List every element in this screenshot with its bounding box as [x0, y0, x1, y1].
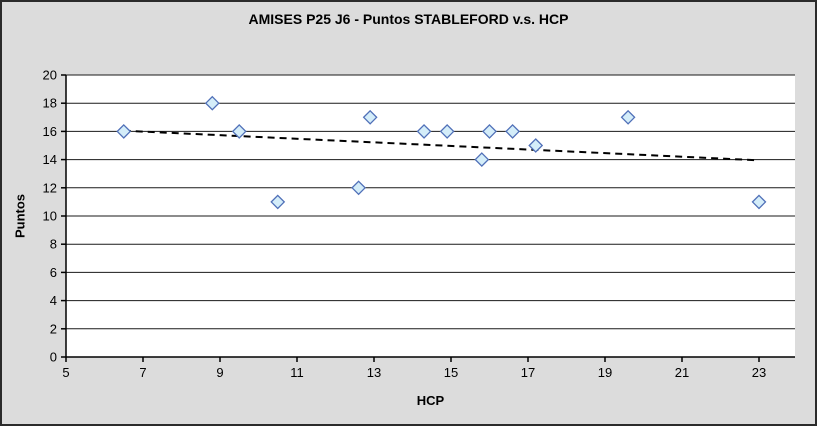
x-tick-label-15: 15	[444, 365, 458, 380]
data-point-2	[231, 123, 247, 139]
x-tick-label-17: 17	[521, 365, 535, 380]
x-tick-label-19: 19	[598, 365, 612, 380]
data-point-1	[204, 95, 220, 111]
y-tick-label-6: 6	[50, 265, 57, 280]
data-point-4	[351, 180, 367, 196]
y-tick-label-18: 18	[43, 96, 57, 111]
y-tick-label-2: 2	[50, 321, 57, 336]
data-point-10	[505, 123, 521, 139]
x-tick-label-21: 21	[675, 365, 689, 380]
x-tick-label-9: 9	[216, 365, 223, 380]
data-point-8	[474, 152, 490, 168]
y-tick-label-14: 14	[43, 152, 57, 167]
chart-title: AMISES P25 J6 - Puntos STABLEFORD v.s. H…	[248, 11, 569, 27]
x-tick-label-7: 7	[139, 365, 146, 380]
trend-line	[123, 129, 760, 162]
y-tick-label-12: 12	[43, 180, 57, 195]
x-axis-title: HCP	[416, 393, 445, 408]
data-point-13	[751, 194, 767, 210]
y-tick-label-20: 20	[43, 68, 57, 83]
x-tick-label-23: 23	[752, 365, 766, 380]
y-tick-label-8: 8	[50, 237, 57, 252]
data-point-3	[270, 194, 286, 210]
y-tick-label-0: 0	[50, 350, 57, 365]
y-tick-label-4: 4	[50, 293, 57, 308]
y-tick-label-16: 16	[43, 124, 57, 139]
data-point-7	[439, 123, 455, 139]
x-tick-label-5: 5	[62, 365, 69, 380]
y-axis-title: Puntos	[12, 193, 28, 239]
data-point-6	[416, 123, 432, 139]
x-tick-label-13: 13	[367, 365, 381, 380]
data-point-12	[620, 109, 636, 125]
data-point-9	[482, 123, 497, 139]
data-point-0	[116, 123, 132, 139]
y-tick-label-10: 10	[43, 209, 57, 224]
data-point-5	[362, 109, 378, 125]
x-tick-label-11: 11	[290, 365, 304, 380]
data-point-11	[528, 138, 544, 153]
